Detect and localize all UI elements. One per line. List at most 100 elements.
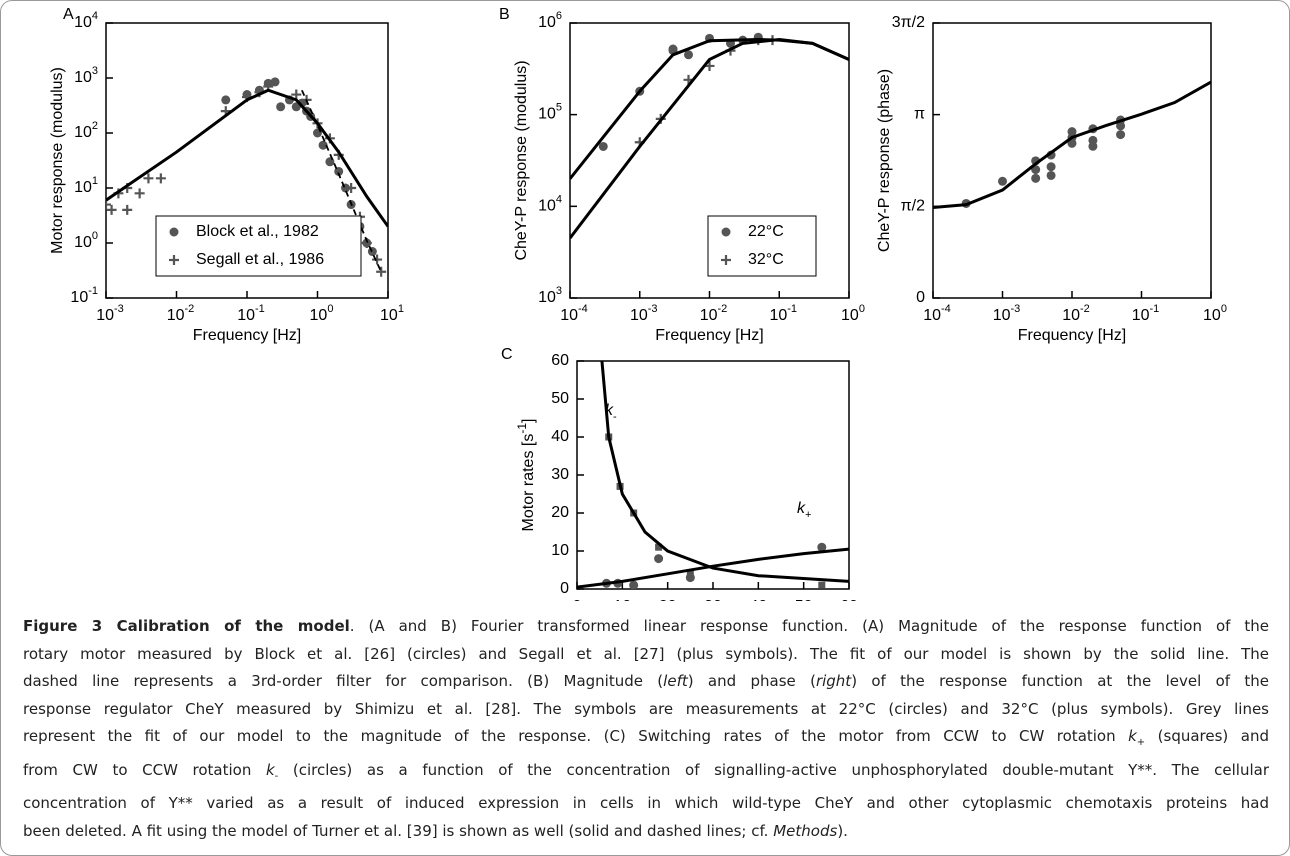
- tick-label-base: 10: [538, 14, 556, 31]
- series: [961, 115, 1126, 208]
- data-point: [376, 266, 387, 277]
- caption-line: from CW to CCW rotation k- (circles) as …: [23, 757, 1269, 791]
- x-axis-label: Frequency [Hz]: [1018, 327, 1126, 344]
- tick-label: 10-3: [630, 303, 658, 324]
- data-point: [372, 254, 383, 265]
- y-axis-label: CheY-P response (modulus): [513, 60, 530, 260]
- data-point: [346, 183, 357, 193]
- tick-label-base: 10: [538, 106, 556, 123]
- panel: B10-4 10-3 10-2 10-1 100103104105106Frequenc…: [499, 6, 865, 344]
- tick-label: 10: [551, 542, 569, 559]
- data-point: [998, 176, 1007, 186]
- y-axis-label: Motor rates [s-1]: [515, 419, 537, 532]
- tick-label-exponent: 1: [92, 175, 98, 187]
- tick-label-exponent: 0: [327, 303, 333, 315]
- caption-text: k: [1128, 727, 1137, 745]
- data-point: [122, 204, 133, 215]
- caption-text: concentration of Y** varied as a result …: [23, 794, 1269, 812]
- legend-marker: [169, 255, 179, 265]
- annotation-text: k: [797, 500, 806, 517]
- caption-text: ).: [837, 821, 848, 840]
- tick-label: 10-1: [70, 285, 98, 306]
- tick-label-exponent: -2: [1080, 303, 1090, 315]
- y-axis-label-text: Motor response (modulus): [49, 67, 66, 254]
- legend-box: [707, 215, 817, 277]
- data-point: [270, 77, 280, 87]
- tick-label: 30: [704, 598, 722, 601]
- tick-label-exponent: 6: [556, 10, 562, 22]
- tick-label-exponent: 5: [556, 102, 562, 114]
- tick-label: π/2: [901, 198, 925, 215]
- tick-label-base: 10: [1203, 307, 1221, 324]
- tick-label: 101: [380, 303, 404, 324]
- annotation-subscript: +: [805, 509, 811, 521]
- tick-label: 50: [795, 598, 813, 601]
- data-point: [221, 95, 231, 105]
- tick-label: 10-2: [700, 303, 728, 324]
- tick-label-exponent: 0: [1221, 303, 1227, 315]
- tick-label: 100: [74, 230, 98, 251]
- legend-label: Block et al., 1982: [196, 223, 319, 240]
- annotation-text: k: [605, 402, 614, 419]
- tick-label: 10-1: [237, 303, 265, 324]
- data-point: [668, 44, 678, 54]
- tick-label-base: 10: [310, 307, 328, 324]
- tick-label: π: [914, 106, 925, 123]
- tick-label-exponent: -3: [648, 303, 658, 315]
- caption-line: been deleted. A fit using the model of T…: [23, 818, 1269, 846]
- legend-box: [155, 215, 362, 277]
- data-point: [1046, 170, 1056, 180]
- tick-label-base: 10: [560, 307, 578, 324]
- tick-label: 10-2: [167, 303, 195, 324]
- caption-text: been deleted. A fit using the model of T…: [23, 821, 774, 840]
- caption-line: dashed line represents a 3rd-order filte…: [23, 668, 1269, 696]
- caption-text: Methods: [773, 821, 838, 840]
- tick-label-base: 10: [923, 307, 941, 324]
- data-point: [106, 204, 117, 215]
- tick-label: 30: [551, 466, 569, 483]
- fit-line: [301, 89, 382, 273]
- tick-label: 40: [551, 428, 569, 445]
- data-point: [818, 581, 826, 589]
- tick-label-base: 10: [1062, 307, 1080, 324]
- legend-label: 32°C: [748, 251, 784, 268]
- tick-label: 106: [538, 10, 562, 31]
- caption-line: rotary motor measured by Block et al. [2…: [23, 641, 1269, 669]
- tick-label-base: 10: [1132, 307, 1150, 324]
- tick-label-base: 10: [538, 289, 556, 306]
- tick-label-base: 10: [841, 307, 859, 324]
- fit-line: [577, 547, 849, 589]
- legend-marker: [169, 227, 179, 237]
- tick-label-base: 10: [96, 307, 114, 324]
- tick-label-exponent: -2: [185, 303, 195, 315]
- caption-text: -: [274, 770, 279, 782]
- legend-marker: [721, 227, 731, 237]
- y-axis-label: CheY-P response (phase): [876, 69, 893, 252]
- tick-label: 104: [74, 10, 98, 31]
- series: [570, 38, 849, 240]
- y-axis-label-exponent: -1: [515, 423, 529, 434]
- tick-label: 0: [916, 289, 925, 306]
- legend-marker: [721, 255, 731, 265]
- data-point: [598, 141, 608, 151]
- caption-line: concentration of Y** varied as a result …: [23, 790, 1269, 818]
- tick-label-base: 10: [74, 234, 92, 251]
- tick-label-base: 10: [237, 307, 255, 324]
- caption-text: . (A and B) Fourier transformed linear r…: [349, 617, 1269, 635]
- tick-label: 101: [74, 175, 98, 196]
- tick-label: 100: [310, 303, 334, 324]
- tick-label: 102: [74, 120, 98, 141]
- series: [577, 547, 849, 589]
- caption-text: right: [815, 672, 852, 690]
- tick-label-base: 3π/2: [892, 14, 925, 31]
- tick-label-exponent: -2: [718, 303, 728, 315]
- data-point: [1116, 130, 1126, 140]
- tick-label-exponent: -1: [255, 303, 265, 315]
- tick-label-base: 10: [74, 69, 92, 86]
- tick-label: 20: [659, 598, 677, 601]
- caption-text: from CW to CCW rotation: [23, 760, 266, 779]
- tick-label-base: 10: [630, 307, 648, 324]
- x-axis-label: Frequency [Hz]: [655, 327, 763, 344]
- y-axis-label-text: CheY-P response (phase): [876, 69, 893, 252]
